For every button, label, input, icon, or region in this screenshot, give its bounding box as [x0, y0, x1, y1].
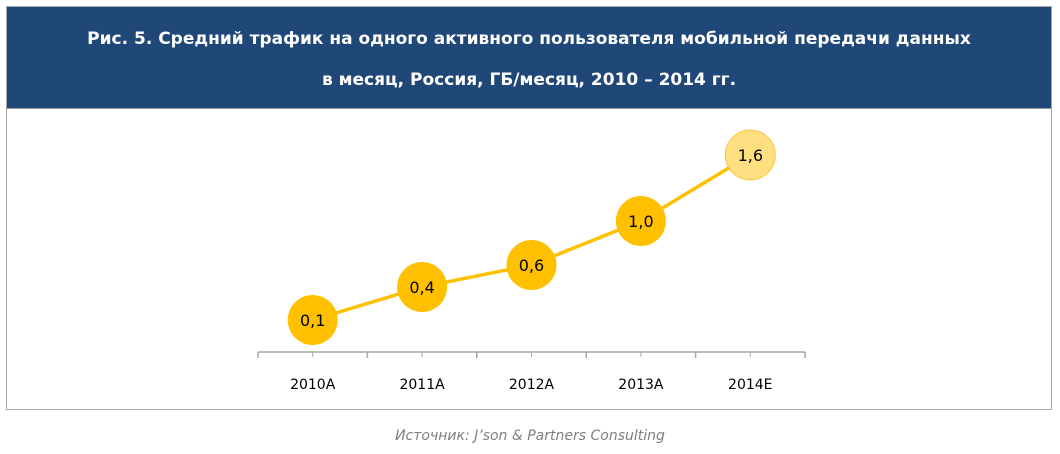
x-tick-label: 2012A	[509, 377, 555, 393]
data-label: 0,6	[519, 256, 544, 275]
data-point	[287, 295, 338, 345]
data-point	[615, 196, 666, 246]
data-label: 1,6	[738, 146, 763, 165]
data-label: 0,1	[300, 311, 325, 330]
x-tick-label: 2011A	[399, 377, 445, 393]
chart-title: Рис. 5. Средний трафик на одного активно…	[7, 7, 1051, 109]
title-line-2: в месяц, Россия, ГБ/месяц, 2010 – 2014 г…	[321, 70, 737, 90]
data-point	[724, 129, 776, 181]
x-tick-label: 2013A	[618, 377, 664, 393]
x-tick-label: 2010A	[290, 377, 336, 393]
data-label: 0,4	[409, 278, 434, 297]
series-line	[312, 153, 752, 322]
title-line-1: Рис. 5. Средний трафик на одного активно…	[87, 29, 971, 49]
data-label: 1,0	[628, 212, 653, 231]
chart-frame	[6, 6, 1052, 410]
data-point	[397, 262, 448, 312]
data-point	[506, 240, 557, 290]
source-note: Источник: J’son & Partners Consulting	[395, 428, 665, 444]
x-tick-label: 2014E	[728, 377, 772, 393]
